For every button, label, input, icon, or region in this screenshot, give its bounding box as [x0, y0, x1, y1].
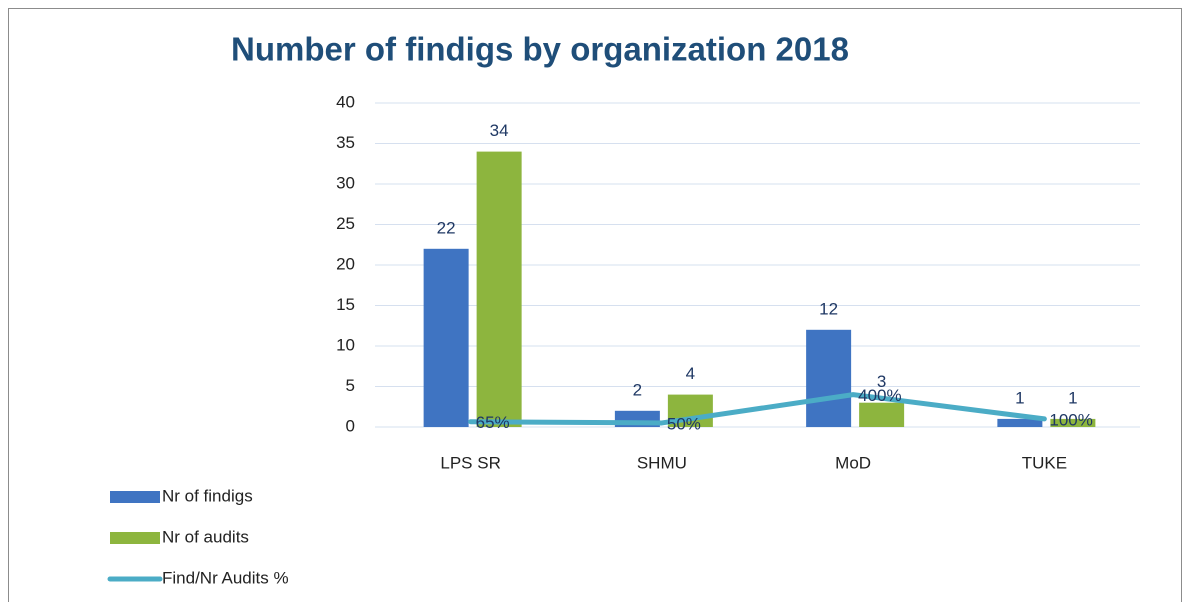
bar — [859, 402, 905, 427]
y-tick-label: 15 — [336, 295, 355, 314]
line-data-label: 400% — [858, 386, 901, 405]
bar — [476, 151, 522, 427]
y-tick-label: 30 — [336, 173, 355, 192]
y-tick-label: 5 — [346, 376, 355, 395]
data-label: 4 — [686, 364, 695, 383]
y-tick-label: 20 — [336, 254, 355, 273]
legend-swatch — [110, 491, 160, 503]
data-label: 22 — [437, 218, 456, 237]
bar — [1050, 418, 1096, 427]
line-data-label: 50% — [667, 414, 701, 433]
bar — [806, 329, 852, 427]
line — [468, 392, 1047, 426]
data-label: 1 — [1015, 388, 1024, 407]
data-label: 3 — [877, 372, 886, 391]
line-data-label: 100% — [1049, 410, 1092, 429]
data-label: 1 — [1068, 388, 1077, 407]
data-label: 2 — [633, 380, 642, 399]
legend-label: Find/Nr Audits % — [162, 568, 289, 587]
x-tick-label: TUKE — [1022, 453, 1067, 472]
y-tick-label: 0 — [346, 416, 355, 435]
chart-title: Number of findigs by organization 2018 — [231, 31, 849, 68]
data-label: 34 — [490, 121, 509, 140]
data-label: 12 — [819, 299, 838, 318]
legend-swatch — [110, 532, 160, 544]
legend-label: Nr of findigs — [162, 486, 253, 505]
y-tick-label: 10 — [336, 335, 355, 354]
x-tick-label: MoD — [835, 453, 871, 472]
x-tick-label: LPS SR — [440, 453, 500, 472]
bar — [423, 248, 469, 427]
x-tick-label: SHMU — [637, 453, 687, 472]
line-data-label: 65% — [476, 413, 510, 432]
bar — [997, 418, 1043, 427]
y-tick-label: 25 — [336, 214, 355, 233]
y-tick-label: 35 — [336, 133, 355, 152]
y-tick-label: 40 — [336, 92, 355, 111]
legend-label: Nr of audits — [162, 527, 249, 546]
